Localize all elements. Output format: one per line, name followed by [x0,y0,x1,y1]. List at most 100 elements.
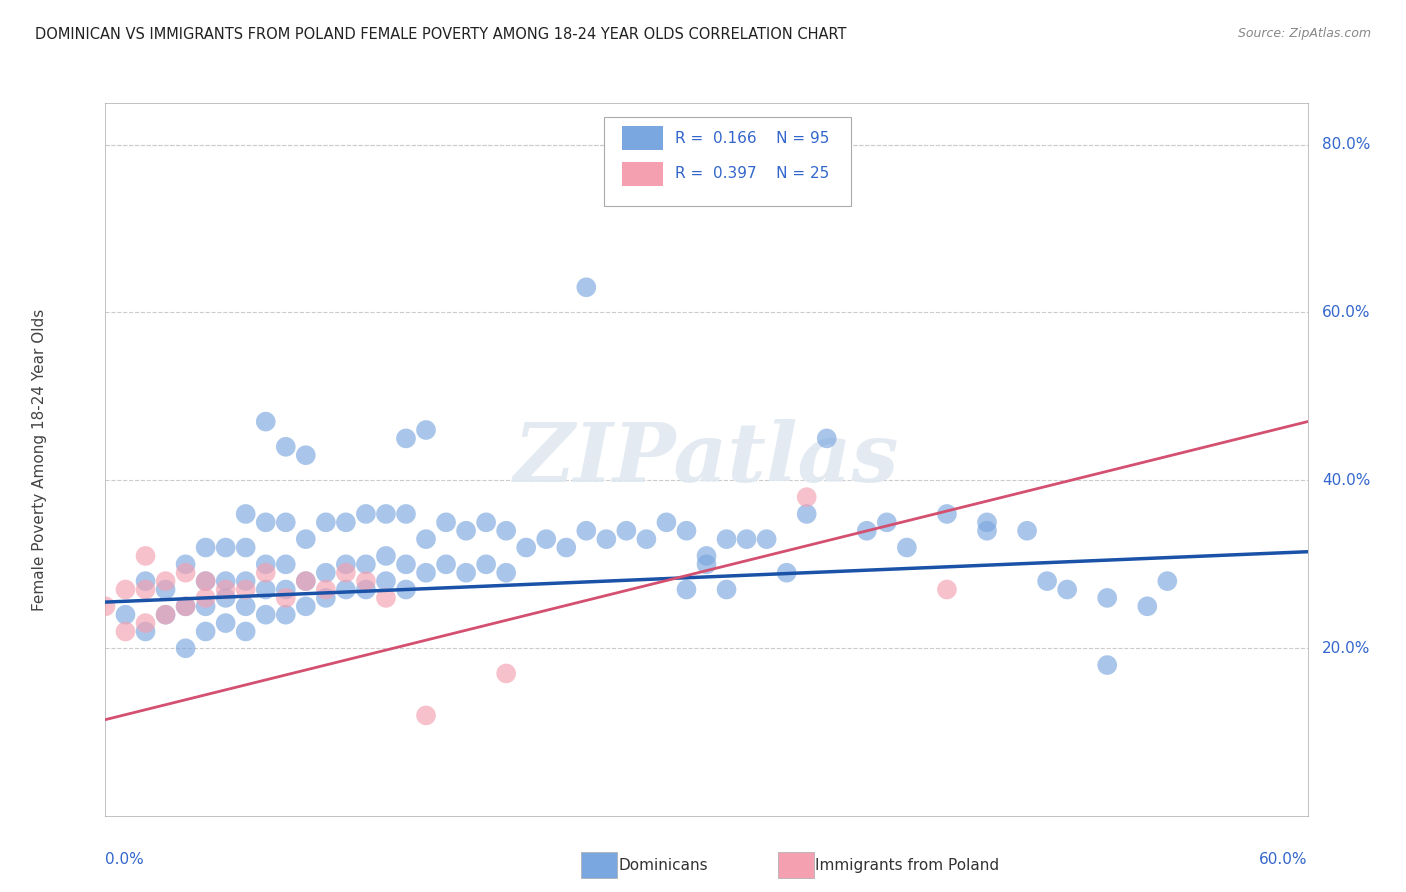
Point [454,524,477,538]
Point [936,507,959,521]
Point [254,516,277,530]
Point [434,516,457,530]
Point [315,566,337,580]
Point [636,532,658,546]
Point [675,582,697,597]
Point [575,524,598,538]
Point [776,566,799,580]
Point [976,524,998,538]
Point [194,624,217,639]
Point [155,607,177,622]
Point [395,431,418,445]
Point [374,549,398,563]
Point [876,516,898,530]
Point [155,574,177,588]
Text: 40.0%: 40.0% [1322,473,1371,488]
Text: 80.0%: 80.0% [1322,137,1371,152]
Point [135,574,157,588]
Point [214,574,236,588]
Point [495,524,517,538]
Point [354,574,377,588]
Point [155,582,177,597]
Point [114,582,136,597]
Point [1156,574,1178,588]
Text: R =  0.397    N = 25: R = 0.397 N = 25 [675,167,830,181]
Point [495,566,517,580]
Point [495,666,517,681]
Text: ZIPatlas: ZIPatlas [513,419,900,500]
Point [155,607,177,622]
Point [755,532,778,546]
Point [696,558,718,572]
Point [235,624,257,639]
Point [454,566,477,580]
Point [254,415,277,429]
Point [855,524,877,538]
Point [716,532,738,546]
Text: 20.0%: 20.0% [1322,640,1371,656]
Point [235,507,257,521]
Point [274,516,297,530]
Point [415,532,437,546]
Point [174,599,197,614]
Point [274,582,297,597]
Point [174,566,197,580]
Point [135,582,157,597]
Point [194,541,217,555]
Point [135,549,157,563]
Point [94,599,117,614]
Point [696,549,718,563]
Text: Source: ZipAtlas.com: Source: ZipAtlas.com [1237,27,1371,40]
Point [315,582,337,597]
Point [475,516,498,530]
Point [534,532,557,546]
Point [335,582,357,597]
Point [295,599,318,614]
Point [415,423,437,437]
Point [395,558,418,572]
Point [515,541,537,555]
Point [274,440,297,454]
Point [295,532,318,546]
Text: R =  0.166    N = 95: R = 0.166 N = 95 [675,131,830,145]
Point [315,591,337,605]
Point [194,599,217,614]
Point [174,641,197,656]
Point [194,591,217,605]
Point [214,616,236,631]
Point [235,541,257,555]
Point [335,566,357,580]
Point [235,574,257,588]
Point [274,558,297,572]
Point [936,582,959,597]
Point [434,558,457,572]
Point [796,490,818,504]
Point [1097,658,1119,673]
FancyBboxPatch shape [623,161,664,186]
Point [395,507,418,521]
Point [354,582,377,597]
Point [295,448,318,462]
Point [796,507,818,521]
Point [254,558,277,572]
Point [214,582,236,597]
Point [214,541,236,555]
Point [716,582,738,597]
Point [735,532,758,546]
Point [235,599,257,614]
Point [595,532,617,546]
Point [254,582,277,597]
Point [815,431,838,445]
Point [415,566,437,580]
Text: DOMINICAN VS IMMIGRANTS FROM POLAND FEMALE POVERTY AMONG 18-24 YEAR OLDS CORRELA: DOMINICAN VS IMMIGRANTS FROM POLAND FEMA… [35,27,846,42]
Point [374,507,398,521]
Point [616,524,638,538]
Point [315,516,337,530]
Point [295,574,318,588]
Text: Female Poverty Among 18-24 Year Olds: Female Poverty Among 18-24 Year Olds [32,309,46,610]
Point [274,607,297,622]
Point [374,574,398,588]
Point [415,708,437,723]
Point [354,558,377,572]
Text: Dominicans: Dominicans [619,858,709,872]
